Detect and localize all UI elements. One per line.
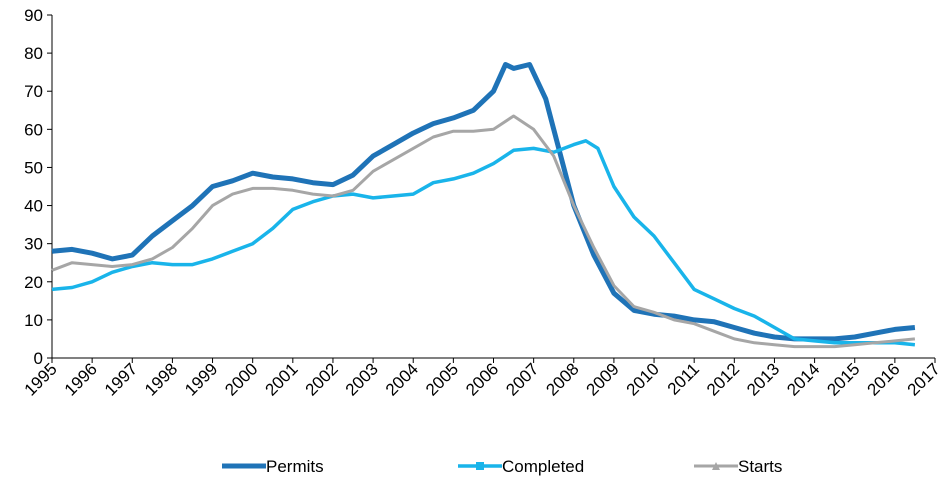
y-tick-label: 10 [24, 311, 43, 330]
series-line [51, 62, 916, 342]
series-line [51, 139, 916, 347]
y-tick-label: 40 [24, 197, 43, 216]
x-tick-label: 2006 [462, 359, 502, 399]
x-tick-label: 2016 [864, 359, 904, 399]
x-tick-label: 2005 [422, 359, 462, 399]
y-tick-label: 80 [24, 44, 43, 63]
x-tick-label: 2012 [703, 359, 743, 399]
x-tick-label: 1998 [141, 359, 181, 399]
y-tick-label: 20 [24, 273, 43, 292]
x-tick-label: 2013 [743, 359, 783, 399]
legend-label: Completed [502, 457, 584, 476]
x-tick-label: 2014 [783, 359, 823, 399]
series-line [51, 114, 916, 349]
x-tick-label: 2003 [342, 359, 382, 399]
x-tick-label: 1997 [101, 359, 141, 399]
x-tick-label: 2015 [823, 359, 863, 399]
x-tick-label: 1996 [61, 359, 101, 399]
x-tick-label: 1995 [21, 359, 61, 399]
x-tick-label: 2000 [221, 359, 261, 399]
x-tick-label: 2008 [542, 359, 582, 399]
y-tick-label: 60 [24, 120, 43, 139]
y-tick-label: 90 [24, 6, 43, 25]
x-tick-label: 2017 [904, 359, 944, 399]
y-tick-label: 50 [24, 158, 43, 177]
y-tick-label: 30 [24, 235, 43, 254]
x-tick-label: 1999 [181, 359, 221, 399]
legend-label: Permits [266, 457, 324, 476]
x-tick-label: 2004 [382, 359, 422, 399]
x-tick-label: 2009 [583, 359, 623, 399]
legend-marker [476, 462, 484, 470]
x-tick-label: 2001 [261, 359, 301, 399]
y-tick-label: 0 [34, 349, 43, 368]
y-tick-label: 70 [24, 82, 43, 101]
legend-label: Starts [738, 457, 782, 476]
x-tick-label: 2002 [302, 359, 342, 399]
x-tick-label: 2011 [664, 359, 703, 398]
x-tick-label: 2010 [623, 359, 663, 399]
legend-marker [712, 462, 720, 470]
x-tick-label: 2007 [502, 359, 542, 399]
